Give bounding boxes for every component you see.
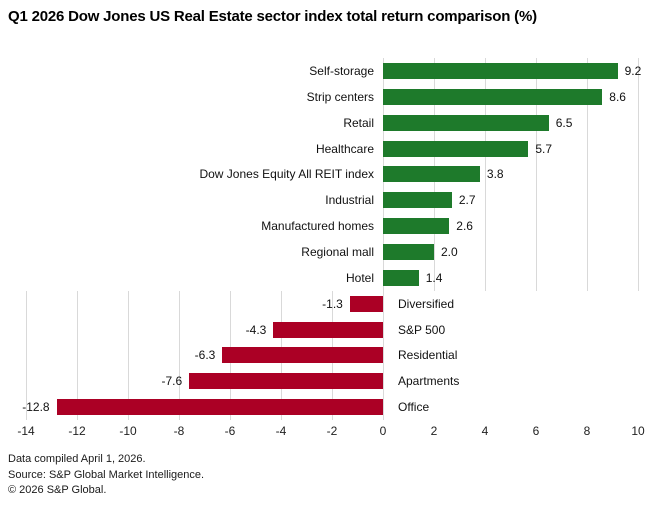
x-axis-tick-label: 10 [631,424,645,438]
gridline [77,290,78,420]
category-label: S&P 500 [398,322,446,337]
x-axis-tick-label: -6 [224,424,236,438]
category-label: Manufactured homes [261,219,374,234]
category-label: Apartments [398,374,460,389]
footer-compiled: Data compiled April 1, 2026. [8,453,146,465]
gridline [587,58,588,291]
x-axis-tick-label: 2 [430,424,438,438]
value-label: -1.3 [322,296,343,311]
value-label: 8.6 [609,89,626,104]
category-label: Diversified [398,296,455,311]
bar-diversified [349,295,383,312]
value-label: 1.4 [425,270,443,285]
x-axis-tick-label: -8 [173,424,185,438]
category-label: Hotel [345,270,374,285]
x-axis-tick-label: 8 [583,424,591,438]
bar-self-storage [383,62,618,79]
chart-title: Q1 2026 Dow Jones US Real Estate sector … [8,8,537,25]
bar-residential [222,347,383,364]
x-axis-tick-label: 0 [379,424,387,438]
gridline [26,290,27,420]
category-label: Regional mall [301,244,374,259]
value-label: -12.8 [22,400,50,415]
footer-notes: Data compiled April 1, 2026. Source: S&P… [8,452,204,499]
bar-manufactured-homes [383,218,450,235]
zero-axis-line [383,58,384,420]
category-label: Residential [398,348,458,363]
bar-regional-mall [383,243,434,260]
bar-industrial [383,192,452,209]
category-label: Healthcare [315,141,374,156]
x-axis-tick-label: -10 [119,424,137,438]
category-label: Industrial [325,193,374,208]
category-label: Retail [343,115,374,130]
bar-strip-centers [383,88,603,105]
x-axis-tick-label: -2 [326,424,338,438]
category-label: Self-storage [309,63,374,78]
value-label: 2.6 [456,219,473,234]
value-label: -7.6 [161,374,183,389]
category-label: Dow Jones Equity All REIT index [199,167,374,182]
gridline [179,290,180,420]
value-label: 6.5 [555,115,573,130]
x-axis-tick-label: -12 [68,424,86,438]
footer-source: Source: S&P Global Market Intelligence. [8,468,205,481]
value-label: 3.8 [486,167,504,182]
value-label: 2.7 [458,193,476,208]
bar-healthcare [383,140,529,157]
value-label: 9.2 [624,63,642,78]
x-axis-tick-label: -4 [275,424,287,438]
value-label: -6.3 [194,348,216,363]
x-axis-tick-label: -14 [17,424,35,438]
footer-copyright: © 2026 S&P Global. [8,484,107,496]
category-label: Strip centers [306,89,374,104]
x-axis-tick-label: 6 [532,424,540,438]
bar-s-p-500 [273,321,383,338]
x-axis-tick-label: 4 [481,424,489,438]
value-label: 2.0 [441,244,458,259]
bar-dow-jones-equity-all-reit-index [383,166,480,183]
bar-hotel [383,269,419,286]
value-label: 5.7 [535,141,553,156]
gridline [128,290,129,420]
bar-apartments [189,373,383,390]
gridline [485,58,486,291]
bar-retail [383,114,549,131]
category-label: Office [398,400,430,415]
gridline [638,58,639,291]
value-label: -4.3 [245,322,267,337]
bar-office [56,399,383,416]
gridline [536,58,537,291]
